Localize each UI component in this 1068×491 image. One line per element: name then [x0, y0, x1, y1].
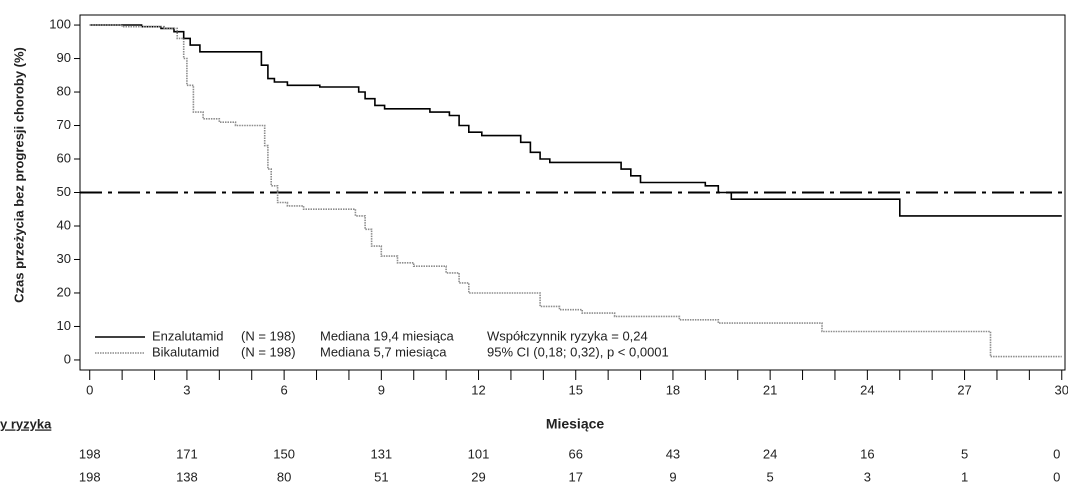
y-tick-label: 40 — [57, 217, 71, 232]
risk-count: 150 — [273, 446, 295, 461]
risk-table-label: y ryzyka — [0, 416, 52, 431]
y-tick-label: 10 — [57, 318, 71, 333]
legend-label: Enzalutamid — [152, 328, 224, 343]
risk-count: 1 — [961, 469, 968, 484]
risk-count: 198 — [79, 469, 101, 484]
risk-count: 51 — [374, 469, 388, 484]
legend-median: Mediana 5,7 miesiąca — [320, 344, 447, 359]
risk-count: 66 — [569, 446, 583, 461]
y-tick-label: 70 — [57, 117, 71, 132]
y-tick-label: 100 — [49, 16, 71, 31]
x-tick-label: 18 — [666, 382, 680, 397]
legend-stat: Współczynnik ryzyka = 0,24 — [487, 328, 648, 343]
risk-count: 80 — [277, 469, 291, 484]
legend-stat: 95% CI (0,18; 0,32), p < 0,0001 — [487, 344, 669, 359]
x-axis-label: Miesiące — [546, 416, 605, 432]
x-tick-label: 27 — [957, 382, 971, 397]
x-tick-label: 24 — [860, 382, 874, 397]
risk-count: 198 — [79, 446, 101, 461]
x-tick-label: 9 — [378, 382, 385, 397]
risk-count: 43 — [666, 446, 680, 461]
y-tick-label: 30 — [57, 251, 71, 266]
x-tick-label: 30 — [1055, 382, 1068, 397]
risk-count: 101 — [468, 446, 490, 461]
risk-count: 9 — [669, 469, 676, 484]
y-tick-label: 0 — [64, 351, 71, 366]
survival-curve — [89, 24, 1062, 358]
y-tick-label: 80 — [57, 83, 71, 98]
x-tick-label: 21 — [763, 382, 777, 397]
risk-count: 17 — [569, 469, 583, 484]
x-tick-label: 3 — [183, 382, 190, 397]
x-tick-label: 0 — [86, 382, 93, 397]
legend-label: Bikalutamid — [152, 344, 219, 359]
x-tick-label: 15 — [569, 382, 583, 397]
risk-count: 138 — [176, 469, 198, 484]
y-tick-label: 50 — [57, 184, 71, 199]
risk-count: 5 — [961, 446, 968, 461]
risk-count: 16 — [860, 446, 874, 461]
legend-n: (N = 198) — [241, 328, 296, 343]
y-tick-label: 60 — [57, 150, 71, 165]
risk-count: 171 — [176, 446, 198, 461]
risk-count: 5 — [767, 469, 774, 484]
y-axis-label: Czas przeżycia bez progresji choroby (%) — [11, 47, 26, 303]
risk-count: 0 — [1053, 446, 1060, 461]
x-tick-label: 12 — [471, 382, 485, 397]
x-tick-label: 6 — [281, 382, 288, 397]
legend-median: Mediana 19,4 miesiąca — [320, 328, 454, 343]
legend-n: (N = 198) — [241, 344, 296, 359]
risk-count: 0 — [1053, 469, 1060, 484]
risk-count: 3 — [864, 469, 871, 484]
y-tick-label: 20 — [57, 284, 71, 299]
risk-count: 24 — [763, 446, 777, 461]
survival-curve — [89, 24, 1062, 217]
risk-count: 131 — [370, 446, 392, 461]
risk-count: 29 — [471, 469, 485, 484]
y-tick-label: 90 — [57, 50, 71, 65]
